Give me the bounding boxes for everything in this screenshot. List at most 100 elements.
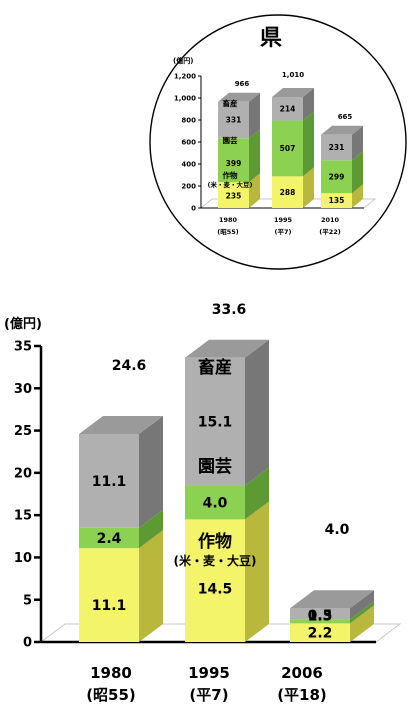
y-tick-label: 800 xyxy=(181,116,196,124)
y-tick-label: 1,200 xyxy=(174,72,196,80)
data-label: 0.5 xyxy=(308,608,333,624)
bar-segment-side xyxy=(352,151,363,194)
y-tick-label: 1,000 xyxy=(174,94,196,102)
bar-segment xyxy=(79,527,139,549)
y-tick-label: 15 xyxy=(14,509,32,524)
data-label: 235 xyxy=(226,192,242,201)
x-tick-label: 1995 xyxy=(188,664,230,682)
bar-segment xyxy=(321,160,352,194)
y-axis-label: (億円) xyxy=(4,316,42,332)
inset-stacked-bar-chart: 0 200 400 600 800 1,000 1,200 (億円) 県 235 399 331 966… xyxy=(173,26,377,236)
bar-segment xyxy=(290,619,350,624)
y-tick-label: 25 xyxy=(14,424,32,439)
bar-segment-side xyxy=(245,501,269,642)
x-tick-label: 2010 xyxy=(321,216,340,224)
bar-top-face xyxy=(290,590,374,609)
bar-segment-side xyxy=(249,129,260,183)
data-label: 507 xyxy=(280,144,296,153)
total-label: 33.6 xyxy=(212,302,247,318)
bar-segment-side xyxy=(249,92,260,139)
y-tick-label: 400 xyxy=(181,160,196,168)
series-name-label: 園芸 xyxy=(223,135,238,145)
x-tick-sublabel: (平22) xyxy=(319,228,341,236)
y-tick-label: 10 xyxy=(14,551,32,566)
bar-segment xyxy=(321,134,352,161)
data-label: 231 xyxy=(329,143,345,152)
bar-segment-side xyxy=(352,184,363,208)
series-name-label: 畜産 xyxy=(223,98,238,108)
bar-segment xyxy=(185,519,245,642)
x-tick-label: 1980 xyxy=(219,216,238,224)
y-tick-label: 0 xyxy=(191,204,196,212)
data-label: 4.0 xyxy=(203,495,228,511)
total-label: 24.6 xyxy=(112,358,147,374)
x-tick-label: 1980 xyxy=(90,664,132,682)
data-label: 214 xyxy=(280,104,296,113)
data-label: 15.1 xyxy=(198,415,233,431)
x-tick-label: 1995 xyxy=(274,216,293,224)
total-label: 966 xyxy=(235,80,250,88)
data-label: 11.1 xyxy=(92,598,127,614)
bar-top-face xyxy=(321,125,363,135)
x-tick-sublabel: (平7) xyxy=(275,228,292,236)
y-tick-label: 200 xyxy=(181,182,196,190)
series-name-sublabel: (米・麦・大豆) xyxy=(208,180,253,189)
bar-segment-side xyxy=(139,509,163,549)
y-tick-label: 0 xyxy=(23,636,32,651)
bar-segment-side xyxy=(139,416,163,528)
data-label: 331 xyxy=(226,116,242,125)
x-tick-sublabel: (平7) xyxy=(189,686,228,704)
data-label: 2.4 xyxy=(97,531,122,547)
bar-segment-side xyxy=(350,605,374,642)
bar-segment xyxy=(272,97,303,121)
data-label: 299 xyxy=(329,172,345,181)
bar-segment xyxy=(79,548,139,642)
bar-top-face xyxy=(218,92,260,102)
total-label: 665 xyxy=(338,113,353,121)
bar-segment-side xyxy=(245,339,269,486)
data-label: 135 xyxy=(329,196,345,205)
bar-segment xyxy=(272,176,303,208)
bar-segment xyxy=(218,101,249,139)
bar-segment xyxy=(218,182,249,208)
x-tick-sublabel: (昭55) xyxy=(217,227,239,236)
y-tick-label: 35 xyxy=(14,340,32,355)
bar-segment xyxy=(321,193,352,208)
y-axis-label: (億円) xyxy=(173,56,193,65)
bar-segment-side xyxy=(303,88,314,121)
x-tick-sublabel: (昭55) xyxy=(86,686,136,704)
data-label: 288 xyxy=(280,188,296,197)
y-tick-label: 30 xyxy=(14,382,32,397)
bar-segment-side xyxy=(139,530,163,642)
total-label: 4.0 xyxy=(325,522,350,538)
y-tick-label: 5 xyxy=(23,593,32,608)
series-name-label: 園芸 xyxy=(198,456,232,477)
bar-segment xyxy=(79,433,139,528)
main-stacked-bar-chart: 0 5 10 15 20 25 30 35 (億円) 11.1 2.4 11.1 24.6 1980 (昭5… xyxy=(4,302,402,704)
x-tick-label: 2006 xyxy=(281,664,323,682)
bar-segment-side xyxy=(350,601,374,624)
x-tick-sublabel: (平18) xyxy=(277,686,327,704)
bar-segment xyxy=(272,120,303,177)
y-tick-label: 20 xyxy=(14,466,32,481)
bar-top-face xyxy=(272,88,314,97)
bar-segment xyxy=(185,357,245,486)
bar-segment-side xyxy=(249,173,260,208)
series-name-label: 作物 xyxy=(198,531,232,552)
bar-segment-side xyxy=(352,125,363,161)
data-label: 399 xyxy=(226,159,242,168)
bar-segment xyxy=(218,138,249,183)
bar-segment xyxy=(290,623,350,642)
chart-title: 県 xyxy=(260,26,282,51)
data-label: 11.1 xyxy=(92,474,127,490)
bar-segment-side xyxy=(350,590,374,620)
data-label: 14.5 xyxy=(198,582,233,598)
bar-segment xyxy=(185,485,245,520)
bar-top-face xyxy=(79,416,163,434)
series-name-sublabel: (米・麦・大豆) xyxy=(174,553,257,568)
series-name-label: 作物 xyxy=(223,170,238,180)
bar-segment-side xyxy=(245,467,269,520)
data-label: 2.2 xyxy=(308,626,333,642)
bar-segment-side xyxy=(303,111,314,177)
